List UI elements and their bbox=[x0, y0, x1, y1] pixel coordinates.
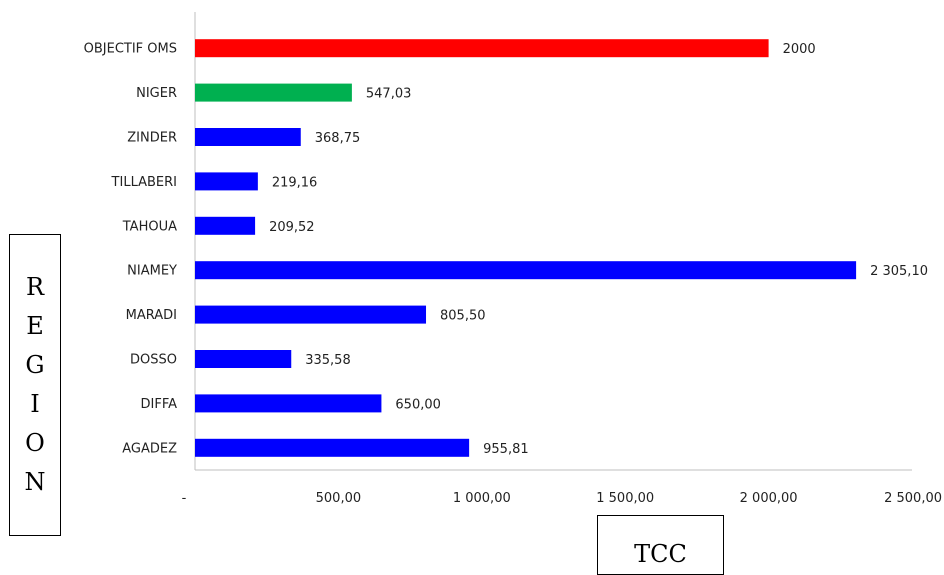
x-tick-label: - bbox=[182, 491, 187, 506]
x-tick-label: 1 500,00 bbox=[596, 491, 654, 506]
bar-zinder bbox=[195, 128, 301, 146]
value-label: 2 305,10 bbox=[870, 264, 928, 279]
value-label: 805,50 bbox=[440, 309, 486, 324]
value-label: 209,52 bbox=[269, 220, 315, 235]
category-label: NIAMEY bbox=[127, 264, 177, 279]
bar-objectif-oms bbox=[195, 39, 769, 58]
bar-diffa bbox=[195, 394, 382, 413]
value-label: 368,75 bbox=[315, 131, 361, 146]
y-axis-title-letter: E bbox=[26, 312, 44, 340]
value-labels: 955,81 650,00 335,58 805,50 2 305,10 209,52 21… bbox=[269, 42, 928, 457]
value-label: 547,03 bbox=[366, 87, 412, 102]
category-label: ZINDER bbox=[127, 131, 177, 146]
category-label: AGADEZ bbox=[122, 441, 177, 456]
category-label: OBJECTIF OMS bbox=[84, 42, 177, 57]
bar-dosso bbox=[195, 350, 292, 368]
x-axis-title: TCC bbox=[634, 540, 687, 568]
x-tick-label: 2 000,00 bbox=[740, 491, 798, 506]
value-label: 335,58 bbox=[305, 353, 351, 368]
value-label: 219,16 bbox=[272, 175, 318, 190]
x-tick-labels: - 500,00 1 000,00 1 500,00 2 000,00 2 500,00 bbox=[182, 491, 942, 506]
bar-tahoua bbox=[195, 216, 256, 235]
category-labels: AGADEZ DIFFA DOSSO MARADI NIAMEY TAHOUA TILLAB… bbox=[84, 42, 177, 457]
category-label: NIGER bbox=[136, 86, 177, 101]
x-axis-title-box: TCC bbox=[597, 515, 724, 575]
category-label: DIFFA bbox=[141, 397, 178, 412]
y-axis-title-letter: R bbox=[25, 273, 45, 301]
value-label: 2000 bbox=[783, 42, 816, 57]
bar-agadez bbox=[195, 438, 470, 457]
y-axis-title-letter: G bbox=[25, 351, 45, 379]
y-axis-title-letter: N bbox=[24, 468, 46, 496]
bar-niger bbox=[195, 83, 352, 102]
bar-niamey bbox=[195, 261, 857, 280]
x-tick-label: 500,00 bbox=[316, 491, 362, 506]
y-axis-title-letter: I bbox=[30, 390, 40, 418]
chart-bars bbox=[195, 39, 857, 457]
x-tick-label: 2 500,00 bbox=[884, 491, 942, 506]
category-label: MARADI bbox=[126, 308, 177, 323]
value-label: 650,00 bbox=[395, 397, 441, 412]
bar-maradi bbox=[195, 305, 427, 324]
value-label: 955,81 bbox=[483, 442, 529, 457]
x-tick-label: 1 000,00 bbox=[453, 491, 511, 506]
category-label: DOSSO bbox=[130, 353, 177, 368]
y-axis-title-letter: O bbox=[25, 429, 45, 457]
bar-tillaberi bbox=[195, 172, 258, 191]
category-label: TAHOUA bbox=[122, 219, 177, 234]
category-label: TILLABERI bbox=[111, 175, 177, 190]
